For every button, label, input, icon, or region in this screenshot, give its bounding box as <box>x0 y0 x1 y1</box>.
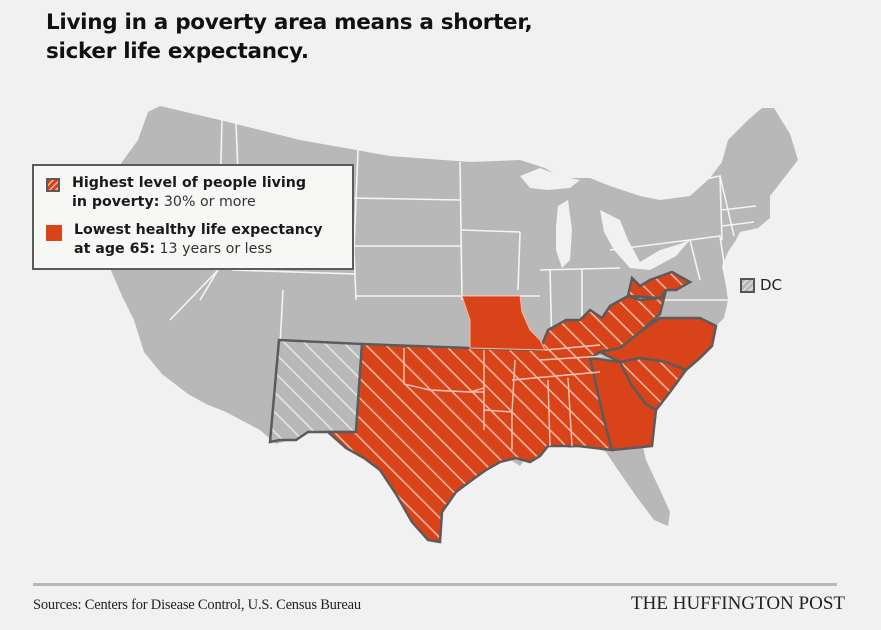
legend-item-life-expectancy: Lowest healthy life expectancy at age 65… <box>46 221 352 259</box>
dc-swatch-icon <box>740 277 755 293</box>
chart-title: Living in a poverty area means a shorter… <box>46 8 533 66</box>
dc-label: DC <box>760 276 783 294</box>
hatched-swatch-icon <box>46 178 60 192</box>
sources-text: Sources: Centers for Disease Control, U.… <box>33 597 361 613</box>
dc-marker: DC <box>740 276 782 294</box>
legend-life-label-2: at age 65: <box>74 241 156 257</box>
legend-poverty-label: Highest level of people living <box>72 175 306 191</box>
lake-huron-erie <box>600 210 690 270</box>
lake-superior <box>520 168 580 190</box>
title-line-1: Living in a poverty area means a shorter… <box>46 10 533 35</box>
solid-swatch-icon <box>46 225 62 241</box>
brand-logo: THE HUFFINGTON POST <box>631 593 845 614</box>
state-missouri <box>461 295 546 351</box>
south-state-borders <box>403 344 605 450</box>
title-line-2: sicker life expectancy. <box>46 39 309 64</box>
legend: Highest level of people living in povert… <box>32 164 354 270</box>
legend-item-poverty: Highest level of people living in povert… <box>46 174 352 212</box>
legend-life-label: Lowest healthy life expectancy <box>74 222 323 238</box>
state-new-mexico <box>268 338 364 444</box>
region-south-hatched <box>324 289 668 544</box>
lake-michigan <box>556 200 572 268</box>
footer-divider <box>33 583 837 586</box>
legend-poverty-value: 30% or more <box>159 194 256 210</box>
legend-life-value: 13 years or less <box>155 241 273 257</box>
legend-poverty-label-2: in poverty: <box>72 194 160 210</box>
state-georgia <box>588 356 658 452</box>
state-west-virginia <box>626 270 693 300</box>
